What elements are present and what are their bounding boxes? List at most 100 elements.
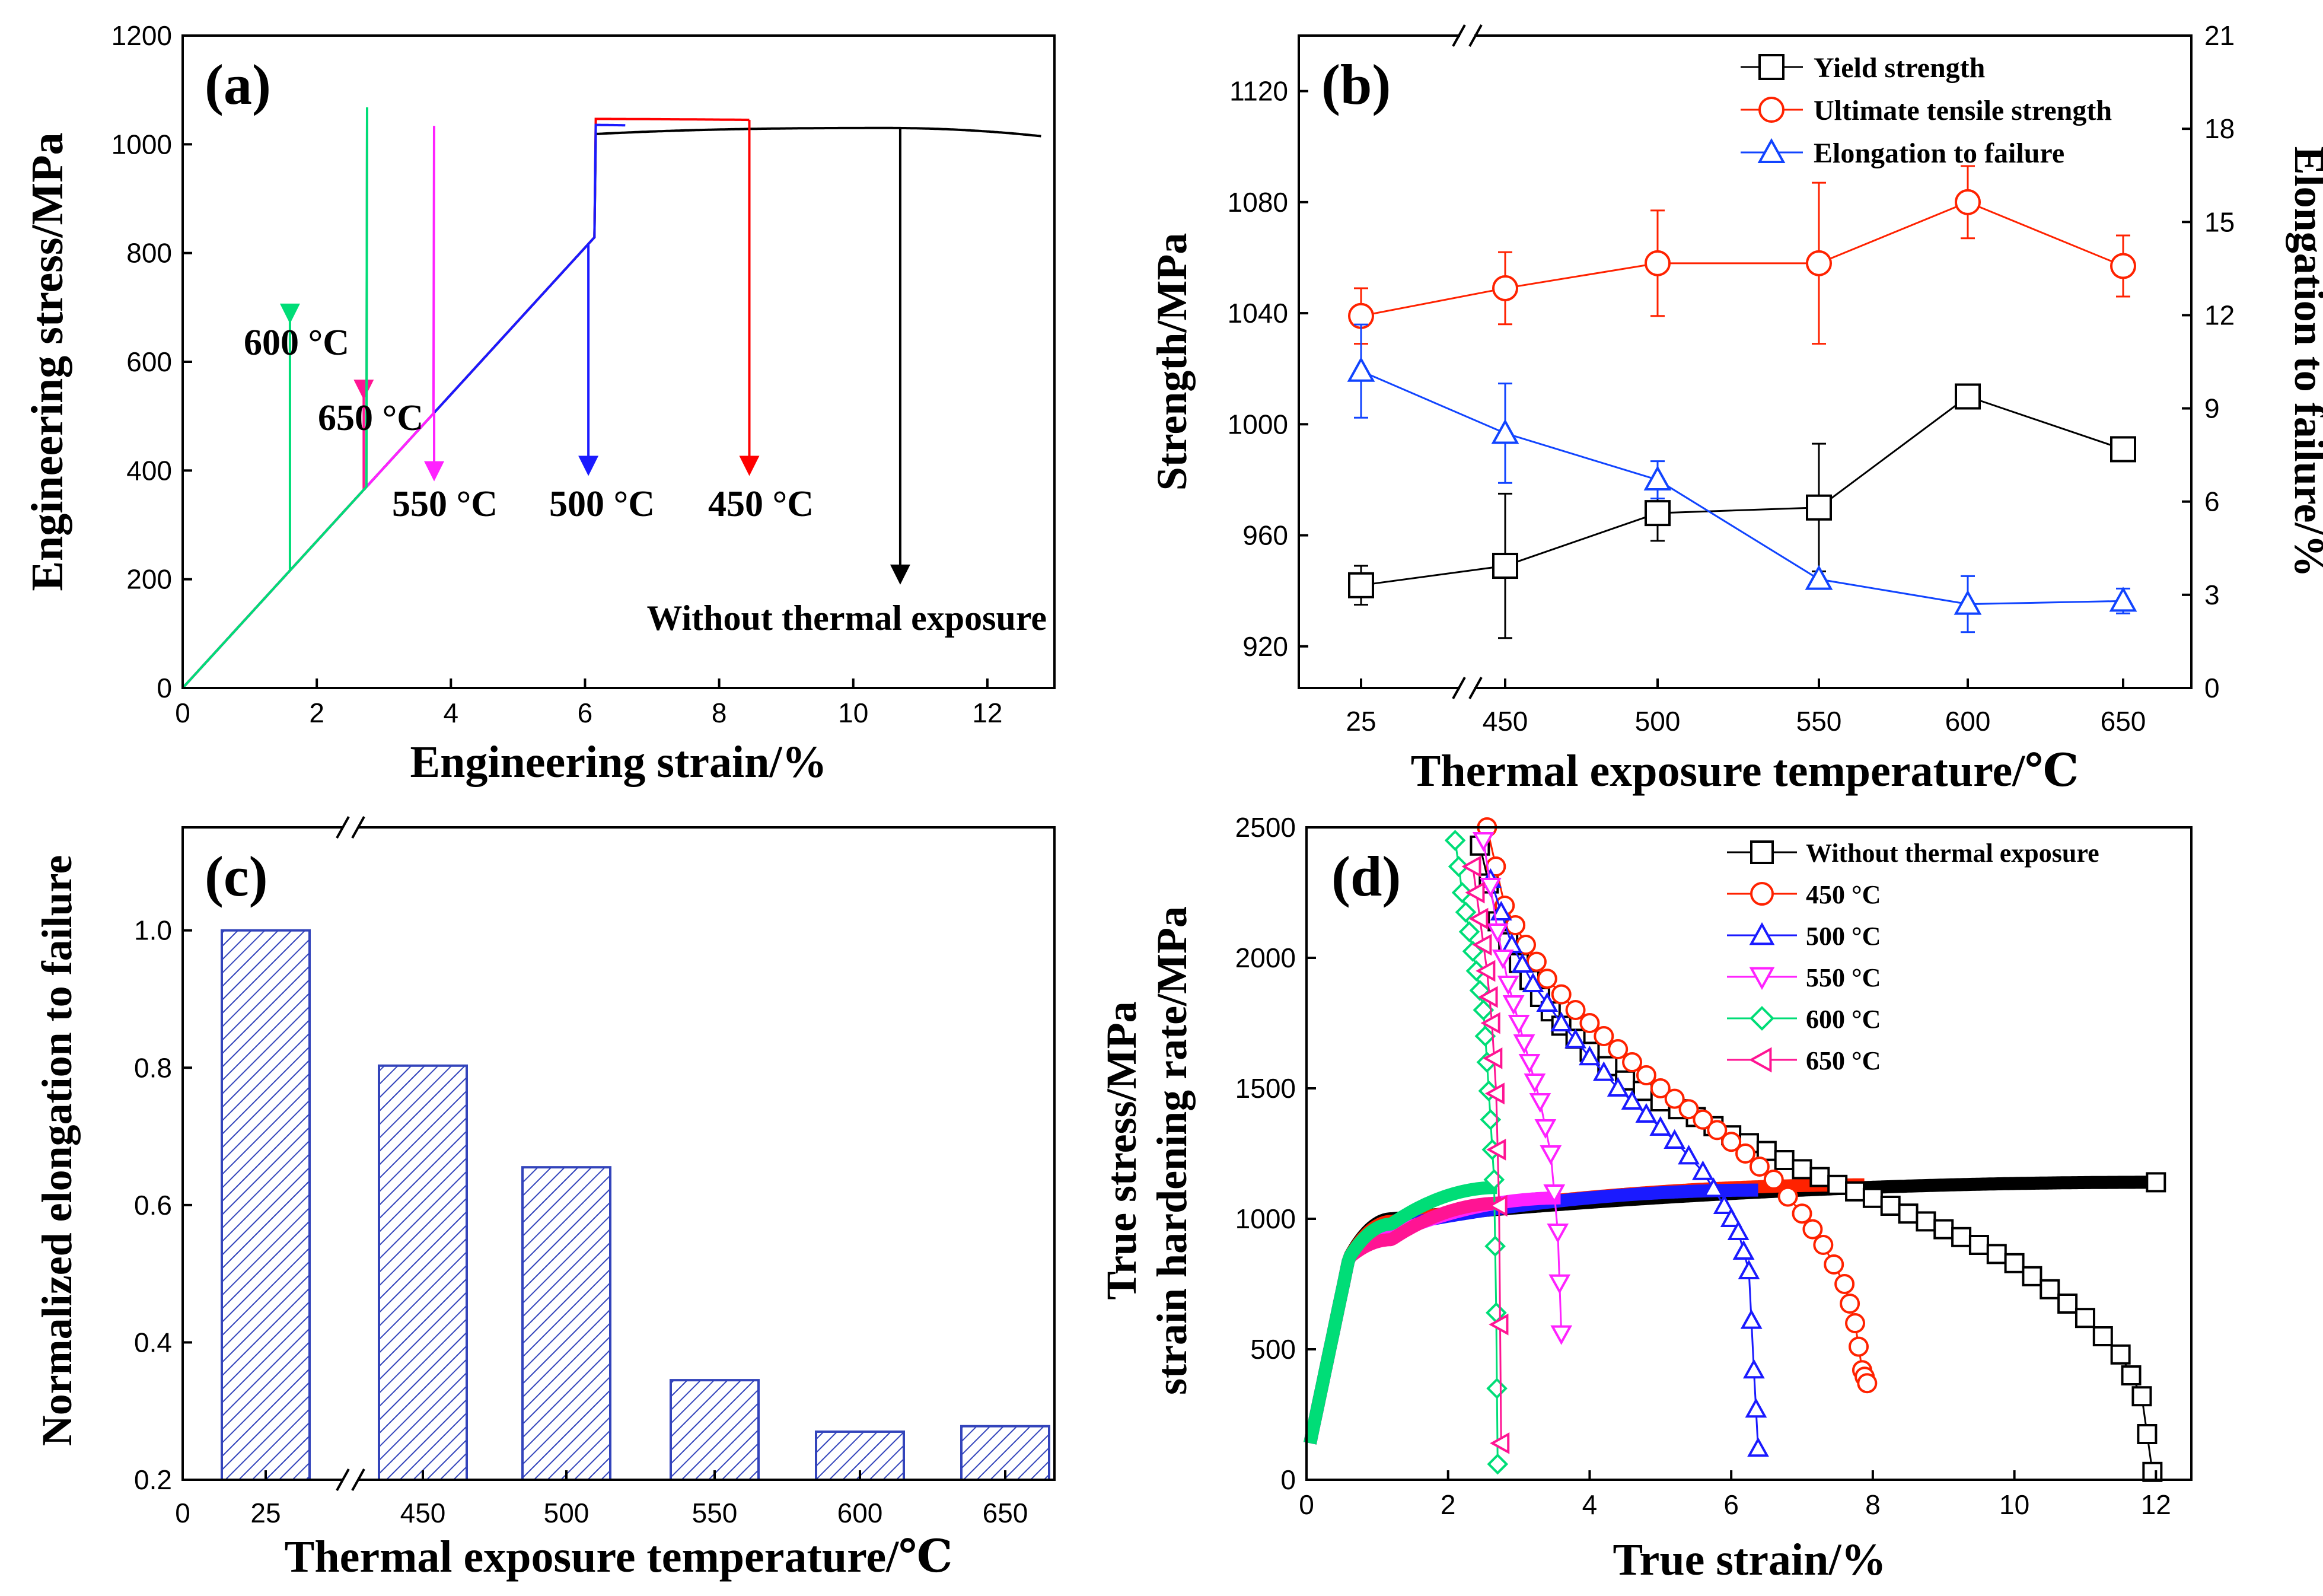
x-tick-label: 2 <box>1441 1489 1456 1520</box>
hardening-550-c <box>1473 832 1573 1345</box>
hardening-point <box>1824 1254 1844 1275</box>
hardening-600-c <box>1444 830 1509 1475</box>
hardening-point <box>1664 1129 1686 1149</box>
panel-c-x-ticks: 0 25 450 500 550 600 650 <box>175 1470 1028 1528</box>
hardening-point <box>1933 1219 1954 1240</box>
point-ultimate-tensile-strength <box>2110 253 2136 279</box>
legend-marker-elongation-to-failure <box>1757 138 1786 163</box>
y-tick-label: 1000 <box>111 129 172 160</box>
hardening-point <box>1777 1186 1798 1207</box>
hardening-650-c <box>1461 855 1510 1454</box>
panel-d-y-axis-title: True stress/MPa <box>1098 1001 1145 1299</box>
panel-c-y-ticks: 0.2 0.4 0.6 0.8 1.0 <box>134 915 192 1495</box>
panel-b-y-axis-title: Strength/MPa <box>1148 233 1196 491</box>
x-tick-label: 25 <box>250 1498 281 1528</box>
arrow-without-thermal-exposure <box>890 128 910 585</box>
axis-break-bottom <box>1452 677 1483 699</box>
hardening-point <box>1608 1039 1629 1059</box>
hardening-point <box>2092 1326 2113 1346</box>
hardening-point <box>2057 1294 2078 1314</box>
hardening-point <box>1486 923 1509 944</box>
hardening-point <box>1636 1065 1656 1085</box>
y-tick-label: 2000 <box>1235 942 1296 973</box>
x-tick-label: 500 <box>1635 706 1681 737</box>
hardening-point <box>1548 1274 1571 1294</box>
legend-label-650-c: 650 °C <box>1806 1046 1881 1075</box>
hardening-point <box>1898 1203 1919 1224</box>
y-tick-label: 1080 <box>1228 187 1288 218</box>
point-ultimate-tensile-strength <box>1955 189 1981 215</box>
hardening-point <box>1986 1244 2007 1264</box>
hardening-point <box>1489 1313 1509 1336</box>
y-tick-label: 1200 <box>111 20 172 51</box>
stress-curve-end-marker <box>2146 1172 2166 1193</box>
legend-label-without-thermal-exposure: Without thermal exposure <box>1806 839 2099 868</box>
y-tick-label: 0.8 <box>134 1052 172 1083</box>
legend-marker-without-thermal-exposure <box>1750 840 1774 864</box>
hardening-point <box>1678 1099 1699 1120</box>
point-elongation-to-failure <box>1491 419 1519 444</box>
hardening-point <box>1522 972 1544 992</box>
hardening-point <box>1473 832 1495 852</box>
panel-b-y-ticks-left: 920 960 1000 1040 1080 1120 <box>1228 76 1308 662</box>
hardening-point <box>1857 1373 1878 1394</box>
hardening-450-c <box>1477 817 1878 1394</box>
legend-label-ultimate-tensile-strength: Ultimate tensile strength <box>1814 95 2112 126</box>
hardening-point <box>2131 1386 2152 1407</box>
legend-label-elongation-to-failure: Elongation to failure <box>1814 138 2064 169</box>
legend-marker-500-c <box>1749 922 1775 945</box>
panel-b-legend: Yield strength Ultimate tensile strength E… <box>1741 52 2112 169</box>
hardening-point <box>1849 1336 1869 1357</box>
hardening-point <box>1534 1119 1557 1139</box>
hardening-point <box>2075 1308 2095 1329</box>
stress-curve-600-c <box>1304 1181 1502 1445</box>
hardening-point <box>1732 1240 1755 1260</box>
hardening-point <box>1550 1011 1573 1031</box>
hardening-point <box>1473 999 1495 1021</box>
y-tick-label: 400 <box>126 455 172 486</box>
hardening-point <box>1476 960 1496 982</box>
bar-450 <box>378 1064 468 1481</box>
hardening-point <box>1916 1211 1936 1232</box>
panel-d-frame <box>1305 826 2193 1481</box>
hardening-500-c <box>1479 868 1769 1457</box>
hardening-point <box>1792 1203 1812 1224</box>
hardening-point <box>1486 1378 1508 1399</box>
panel-a-label: (a) <box>205 53 271 116</box>
hardening-point <box>1607 1076 1629 1097</box>
hardening-point <box>1809 1167 1830 1187</box>
hardening-point <box>1490 1432 1510 1454</box>
panel-a-y-axis-title: Engineering stress/MPa <box>23 132 72 591</box>
hardening-point <box>1536 992 1559 1012</box>
hardening-point <box>1543 1184 1566 1205</box>
y-tick-label: 0.4 <box>134 1327 172 1358</box>
hardening-point <box>1592 1061 1615 1081</box>
hardening-point <box>1529 1093 1551 1113</box>
hardening-point <box>1492 950 1514 970</box>
hardening-point <box>1579 1046 1601 1066</box>
hardening-point <box>1951 1227 1972 1247</box>
panel-a-plot-area <box>181 107 1041 689</box>
legend-marker-650-c <box>1748 1047 1772 1073</box>
legend-label-550-c: 550 °C <box>1806 963 1881 992</box>
hardening-point <box>1968 1235 1989 1255</box>
hardening-point <box>1650 1078 1671 1098</box>
hardening-point <box>2004 1253 2025 1273</box>
hardening-point <box>1484 1082 1505 1105</box>
hardening-point <box>1537 969 1557 989</box>
hardening-point <box>1551 984 1572 1005</box>
x-tick-label: 650 <box>2101 706 2146 737</box>
legend-marker-600-c <box>1750 1006 1774 1031</box>
point-elongation-to-failure <box>1954 590 1982 615</box>
panel-a-y-ticks: 0 200 400 600 800 1000 1200 <box>111 20 192 703</box>
hardening-point <box>1497 976 1519 996</box>
point-yield-strength <box>1645 500 1671 527</box>
panel-d-plot-area <box>1304 817 2166 1482</box>
y-tick-label-right: 12 <box>2204 300 2235 330</box>
legend-marker-ultimate-tensile-strength <box>1758 97 1785 123</box>
y-tick-label-right: 3 <box>2204 579 2220 610</box>
hardening-point <box>1834 1274 1855 1294</box>
hardening-point <box>1524 1073 1546 1094</box>
panel-d-x-ticks: 0 2 4 6 8 10 12 <box>1299 1470 2171 1520</box>
